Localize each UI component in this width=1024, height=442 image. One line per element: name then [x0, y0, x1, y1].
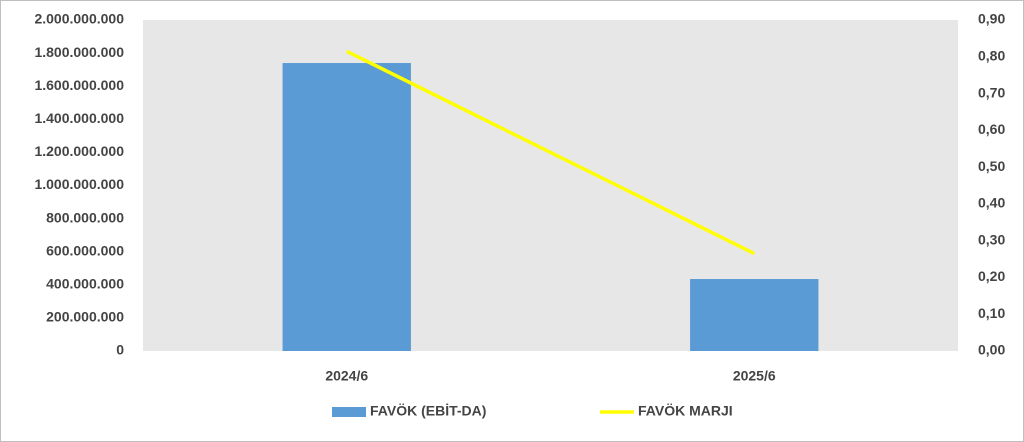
y-tick-label: 1.000.000.000 — [34, 176, 124, 192]
bar — [282, 63, 411, 351]
y-tick-label: 1.800.000.000 — [34, 44, 124, 60]
legend-swatch — [332, 407, 366, 417]
y2-tick-label: 0,50 — [978, 158, 1005, 174]
x-tick-label: 2024/6 — [325, 368, 368, 384]
y-tick-label: 1.200.000.000 — [34, 143, 124, 159]
line — [345, 49, 756, 256]
y-tick-label: 400.000.000 — [46, 276, 124, 292]
y2-tick-label: 0,80 — [978, 47, 1005, 63]
y2-tick-label: 0,60 — [978, 121, 1005, 137]
bar — [690, 279, 819, 351]
plot-area — [143, 20, 958, 351]
legend-label: FAVÖK (EBİT-DA) — [370, 403, 486, 419]
y2-tick-label: 0,30 — [978, 231, 1005, 247]
y2-tick-label: 0,90 — [978, 11, 1005, 27]
y-tick-label: 0 — [116, 342, 124, 358]
y-tick-label: 1.400.000.000 — [34, 110, 124, 126]
y-tick-label: 600.000.000 — [46, 242, 124, 258]
x-tick-label: 2025/6 — [733, 368, 776, 384]
legend-label: FAVÖK MARJI — [638, 403, 733, 419]
y-tick-label: 1.600.000.000 — [34, 77, 124, 93]
y-tick-label: 2.000.000.000 — [34, 11, 124, 27]
y2-tick-label: 0,40 — [978, 195, 1005, 211]
y2-tick-label: 0,00 — [978, 342, 1005, 358]
y2-tick-label: 0,20 — [978, 268, 1005, 284]
y2-tick-label: 0,10 — [978, 305, 1005, 321]
y-tick-label: 800.000.000 — [46, 209, 124, 225]
y-tick-label: 200.000.000 — [46, 309, 124, 325]
y2-tick-label: 0,70 — [978, 84, 1005, 100]
